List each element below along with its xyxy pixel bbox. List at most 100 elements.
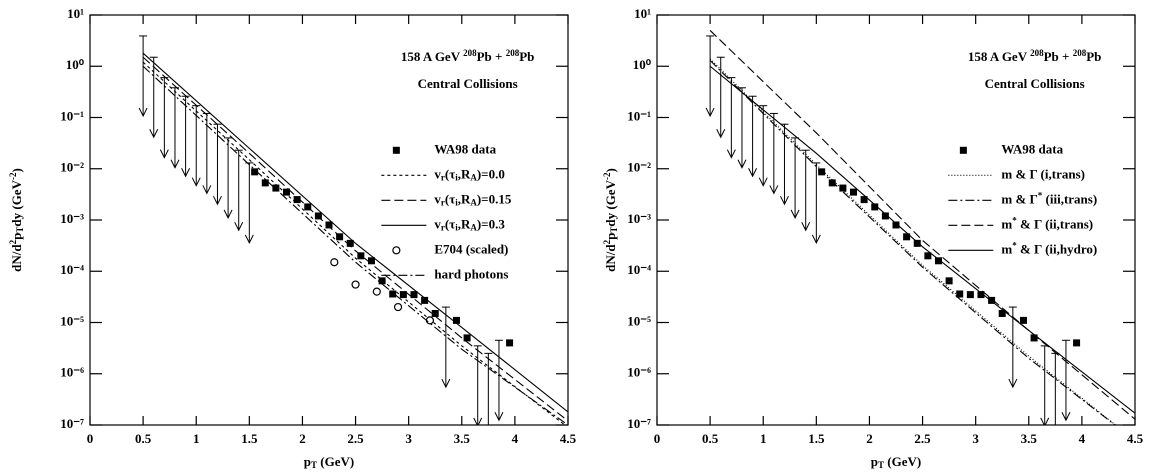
- text-part: T: [15, 227, 25, 233]
- upper-limit: [484, 352, 493, 433]
- upper-limit: [234, 149, 244, 232]
- line-series: [709, 30, 1135, 420]
- marker-square: [325, 221, 333, 229]
- upper-limit-head: [441, 378, 451, 389]
- upper-limit-head: [705, 107, 715, 118]
- marker-square: [934, 257, 942, 265]
- upper-limit-head: [716, 129, 726, 139]
- y-tick-label: 10⁻⁴: [627, 262, 651, 277]
- upper-limit-head: [149, 129, 159, 139]
- x-tick-label: 2.5: [347, 431, 364, 446]
- text-part: dy (GeV: [603, 179, 618, 226]
- y-tick-label: 10⁻¹: [60, 108, 84, 123]
- marker-square: [283, 188, 291, 196]
- upper-limit-head: [202, 185, 212, 195]
- plot-area: [138, 35, 568, 433]
- marker-circle: [330, 258, 339, 267]
- text-part: T: [311, 460, 317, 470]
- line-series: [142, 65, 568, 425]
- marker-square: [1030, 334, 1038, 342]
- legend-label: m* & Γ (ii,hydro): [1001, 241, 1097, 257]
- upper-limit-head: [769, 185, 779, 195]
- text-part: T: [878, 460, 884, 470]
- marker-square: [367, 257, 375, 265]
- marker-square: [860, 196, 868, 204]
- text-part: dy (GeV: [9, 179, 24, 226]
- text-part: v: [434, 166, 441, 181]
- marker-square: [421, 296, 429, 304]
- x-tick-label: 0: [654, 431, 661, 446]
- x-tick-label: 2.5: [914, 431, 931, 446]
- marker-square: [892, 221, 900, 229]
- text-part: 158 A GeV: [401, 49, 463, 64]
- legend-label: vr(τi,RA)=0.3: [434, 216, 505, 232]
- y-tick-label: 10⁻⁷: [627, 416, 651, 431]
- y-tick-label: 10⁻³: [627, 211, 651, 226]
- x-axis-label: pT (GeV): [871, 454, 921, 470]
- text-part: 208: [1030, 48, 1044, 58]
- x-tick-label: 0.5: [702, 431, 719, 446]
- upper-limit: [1008, 306, 1018, 389]
- legend-label: WA98 data: [434, 141, 496, 156]
- upper-limit: [758, 105, 768, 187]
- text-part: A: [470, 197, 477, 207]
- text-part: 208: [1073, 48, 1087, 58]
- y-tick-label: 10⁻⁶: [627, 365, 651, 380]
- y-tick-label: 10⁻⁶: [60, 365, 84, 380]
- upper-limit: [223, 137, 233, 220]
- upper-limit-head: [213, 195, 222, 206]
- text-part: ): [9, 168, 24, 172]
- text-part: dN/d: [603, 244, 618, 272]
- plot-area: [705, 30, 1135, 433]
- upper-limit-head: [484, 425, 492, 433]
- marker-circle: [425, 316, 435, 325]
- x-tick-label: 4: [1079, 431, 1086, 446]
- upper-limit-head: [494, 412, 504, 422]
- text-part: (τ: [445, 191, 455, 206]
- upper-limit-head: [1008, 378, 1018, 389]
- text-part: v: [434, 191, 441, 206]
- upper-limit-head: [181, 168, 191, 178]
- upper-limit: [213, 123, 222, 206]
- text-part: 208: [463, 48, 477, 58]
- upper-limit-head: [1051, 425, 1059, 433]
- x-tick-label: 2: [299, 431, 306, 446]
- upper-limit-head: [780, 195, 789, 206]
- text-part: T: [609, 227, 619, 233]
- x-tick-label: 3: [405, 431, 412, 446]
- y-tick-label: 10¹: [634, 6, 651, 21]
- panel: 0 0.5 1 1.5 2 2.5 3 3.5 4 4.5 10⁻⁷ 10⁻⁶ 10⁻⁵ 10⁻⁴ 10⁻³…: [602, 6, 1143, 470]
- upper-limit: [1061, 339, 1071, 422]
- y-tick-label: 10⁻²: [60, 160, 84, 175]
- marker-square: [293, 196, 301, 204]
- x-tick-label: 0.5: [135, 431, 152, 446]
- text-part: *: [1012, 241, 1017, 251]
- text-part: 2: [602, 239, 612, 244]
- y-tick-label: 10⁻²: [627, 160, 651, 175]
- line-series: [709, 60, 1116, 425]
- y-tick-label: 10⁻⁴: [60, 262, 84, 277]
- text-part: i: [455, 197, 458, 207]
- x-tick-label: 2: [866, 431, 873, 446]
- text-part: )=0.3: [477, 216, 505, 231]
- legend-marker: [392, 246, 401, 255]
- marker-square: [261, 179, 269, 187]
- upper-limit: [473, 345, 483, 425]
- annotation: Central Collisions: [418, 76, 518, 91]
- x-tick-label: 1.5: [808, 431, 825, 446]
- legend-label: hard photons: [434, 266, 508, 281]
- upper-limit-head: [737, 159, 747, 169]
- marker-square: [988, 296, 996, 304]
- upper-limit-head: [801, 221, 811, 232]
- marker-circle: [372, 287, 381, 296]
- x-tick-label: 4.5: [1127, 431, 1144, 446]
- upper-limit: [149, 56, 159, 139]
- upper-limit: [191, 105, 201, 187]
- text-part: r: [441, 172, 445, 182]
- upper-limit: [181, 95, 191, 178]
- text-part: (iii,trans): [1042, 191, 1097, 206]
- panel: 0 0.5 1 1.5 2 2.5 3 3.5 4 4.5 10⁻⁷ 10⁻⁶ 10⁻⁵ 10⁻⁴ 10⁻³…: [8, 6, 576, 470]
- upper-limit: [716, 56, 726, 139]
- marker-square: [913, 239, 921, 247]
- text-part: Pb: [519, 49, 534, 64]
